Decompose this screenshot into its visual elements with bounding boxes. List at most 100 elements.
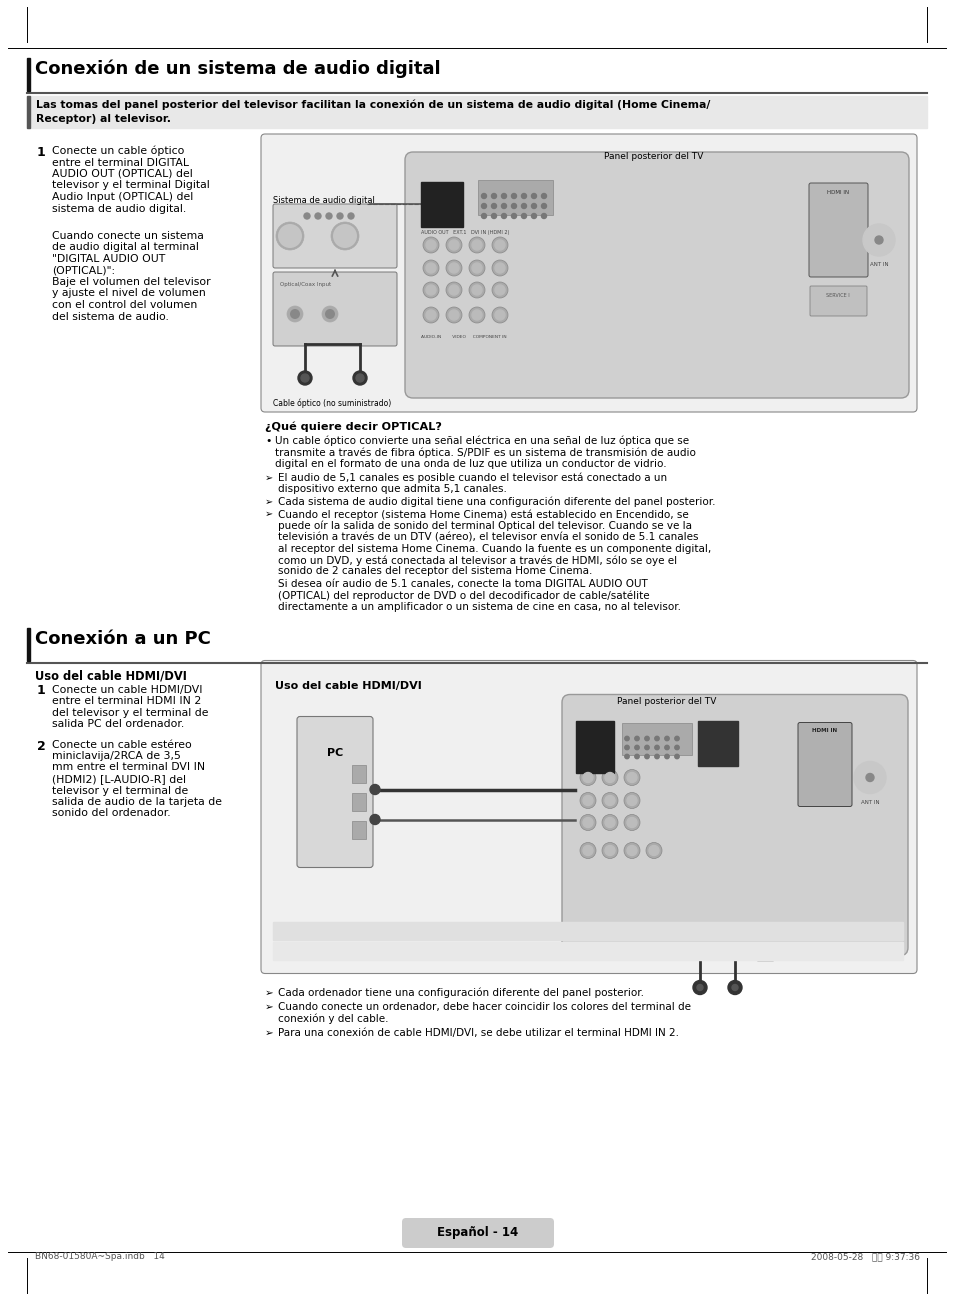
Text: ➢: ➢: [265, 988, 274, 998]
Circle shape: [582, 773, 593, 783]
Text: HDMI IN: HDMI IN: [704, 748, 730, 753]
Circle shape: [634, 745, 639, 749]
Text: Si desea oír audio de 5.1 canales, conecte la toma DIGITAL AUDIO OUT: Si desea oír audio de 5.1 canales, conec…: [277, 579, 647, 589]
Circle shape: [623, 770, 639, 786]
Circle shape: [654, 754, 659, 758]
Bar: [27, 96, 926, 128]
Text: Optical/Coax Input: Optical/Coax Input: [280, 281, 331, 287]
Circle shape: [325, 309, 335, 319]
Circle shape: [472, 240, 481, 250]
FancyBboxPatch shape: [809, 285, 866, 317]
Circle shape: [287, 306, 303, 322]
FancyBboxPatch shape: [296, 717, 373, 868]
Circle shape: [601, 843, 618, 859]
Circle shape: [862, 224, 894, 255]
Circle shape: [731, 985, 738, 990]
Circle shape: [579, 814, 596, 830]
Circle shape: [664, 745, 668, 749]
Bar: [576, 721, 614, 773]
Bar: [352, 765, 366, 783]
Text: del televisor y el terminal de: del televisor y el terminal de: [52, 708, 209, 718]
Text: BN68-01580A~Spa.indb   14: BN68-01580A~Spa.indb 14: [35, 1252, 165, 1261]
Circle shape: [446, 261, 461, 276]
Text: televisor y el terminal de: televisor y el terminal de: [52, 786, 188, 796]
Circle shape: [541, 194, 546, 198]
Bar: [27, 96, 30, 128]
Circle shape: [634, 736, 639, 740]
Circle shape: [501, 214, 506, 219]
FancyBboxPatch shape: [405, 152, 908, 397]
FancyBboxPatch shape: [561, 694, 907, 955]
Text: Cada ordenador tiene una configuración diferente del panel posterior.: Cada ordenador tiene una configuración d…: [277, 988, 643, 998]
Circle shape: [348, 212, 354, 219]
Circle shape: [501, 194, 506, 198]
Circle shape: [579, 770, 596, 786]
Text: del sistema de audio.: del sistema de audio.: [52, 311, 169, 322]
Text: AUDIO-IN        VIDEO     COMPONENT IN: AUDIO-IN VIDEO COMPONENT IN: [420, 335, 506, 339]
Circle shape: [491, 214, 496, 219]
Text: Cada sistema de audio digital tiene una configuración diferente del panel poster: Cada sistema de audio digital tiene una …: [277, 496, 715, 507]
Circle shape: [531, 214, 536, 219]
Text: Uso del cable HDMI/DVI: Uso del cable HDMI/DVI: [274, 680, 421, 691]
Circle shape: [301, 374, 309, 382]
Text: al receptor del sistema Home Cinema. Cuando la fuente es un componente digital,: al receptor del sistema Home Cinema. Cua…: [277, 543, 711, 554]
Circle shape: [495, 285, 504, 294]
FancyBboxPatch shape: [273, 272, 396, 347]
Text: Las tomas del panel posterior del televisor facilitan la conexión de un sistema : Las tomas del panel posterior del televi…: [36, 99, 710, 124]
Circle shape: [541, 203, 546, 208]
Text: Cuando el receptor (sistema Home Cinema) está establecido en Encendido, se: Cuando el receptor (sistema Home Cinema)…: [277, 509, 688, 520]
Circle shape: [333, 224, 356, 248]
Text: Audio Input (OPTICAL) del: Audio Input (OPTICAL) del: [52, 192, 193, 202]
Circle shape: [531, 203, 536, 208]
Text: 2: 2: [37, 740, 46, 753]
Circle shape: [469, 308, 484, 323]
Text: sonido del ordenador.: sonido del ordenador.: [52, 808, 171, 818]
Text: SERVICE I: SERVICE I: [825, 293, 849, 298]
Circle shape: [624, 736, 629, 740]
Circle shape: [853, 761, 885, 794]
Text: "DIGITAL AUDIO OUT: "DIGITAL AUDIO OUT: [52, 254, 165, 265]
Circle shape: [426, 240, 436, 250]
Circle shape: [492, 281, 507, 298]
Text: ¿Qué quiere decir OPTICAL?: ¿Qué quiere decir OPTICAL?: [265, 422, 441, 433]
Circle shape: [469, 261, 484, 276]
Bar: [352, 821, 366, 839]
Circle shape: [604, 846, 615, 856]
Text: ➢: ➢: [265, 509, 273, 519]
Circle shape: [446, 237, 461, 253]
FancyBboxPatch shape: [401, 1218, 554, 1248]
Text: Cuando conecte un sistema: Cuando conecte un sistema: [52, 231, 204, 241]
Circle shape: [449, 310, 458, 321]
Circle shape: [469, 237, 484, 253]
Text: de audio digital al terminal: de audio digital al terminal: [52, 242, 198, 253]
Circle shape: [604, 773, 615, 783]
Circle shape: [277, 224, 302, 248]
Circle shape: [634, 754, 639, 758]
Text: DIGITAL
AUDIO
OUT
(OPTICAL): DIGITAL AUDIO OUT (OPTICAL): [578, 726, 599, 743]
Text: El audio de 5,1 canales es posible cuando el televisor está conectado a un: El audio de 5,1 canales es posible cuand…: [277, 473, 666, 483]
Circle shape: [865, 774, 873, 782]
Text: conexión y del cable.: conexión y del cable.: [277, 1014, 388, 1024]
Circle shape: [624, 745, 629, 749]
Text: entre el terminal DIGITAL: entre el terminal DIGITAL: [52, 158, 189, 168]
Circle shape: [290, 309, 299, 319]
Bar: [477, 180, 553, 215]
FancyBboxPatch shape: [261, 661, 916, 973]
Circle shape: [541, 214, 546, 219]
Bar: [273, 921, 902, 939]
Text: Un cable óptico convierte una señal eléctrica en una señal de luz óptica que se: Un cable óptico convierte una señal eléc…: [274, 437, 688, 447]
Circle shape: [481, 214, 486, 219]
Circle shape: [727, 980, 741, 994]
Circle shape: [446, 308, 461, 323]
Text: Para una conexión de cable HDMI/DVI, se debe utilizar el terminal HDMI IN 2.: Para una conexión de cable HDMI/DVI, se …: [277, 1028, 679, 1038]
Text: (OPTICAL)":: (OPTICAL)":: [52, 266, 115, 275]
Circle shape: [604, 796, 615, 805]
Text: DVI IN
(HDMI2): DVI IN (HDMI2): [707, 723, 727, 735]
Circle shape: [472, 310, 481, 321]
Text: Conecte un cable óptico: Conecte un cable óptico: [52, 146, 184, 156]
Circle shape: [624, 754, 629, 758]
Circle shape: [336, 212, 343, 219]
Text: entre el terminal HDMI IN 2: entre el terminal HDMI IN 2: [52, 696, 201, 706]
Circle shape: [874, 236, 882, 244]
Text: ➢: ➢: [265, 1002, 274, 1012]
